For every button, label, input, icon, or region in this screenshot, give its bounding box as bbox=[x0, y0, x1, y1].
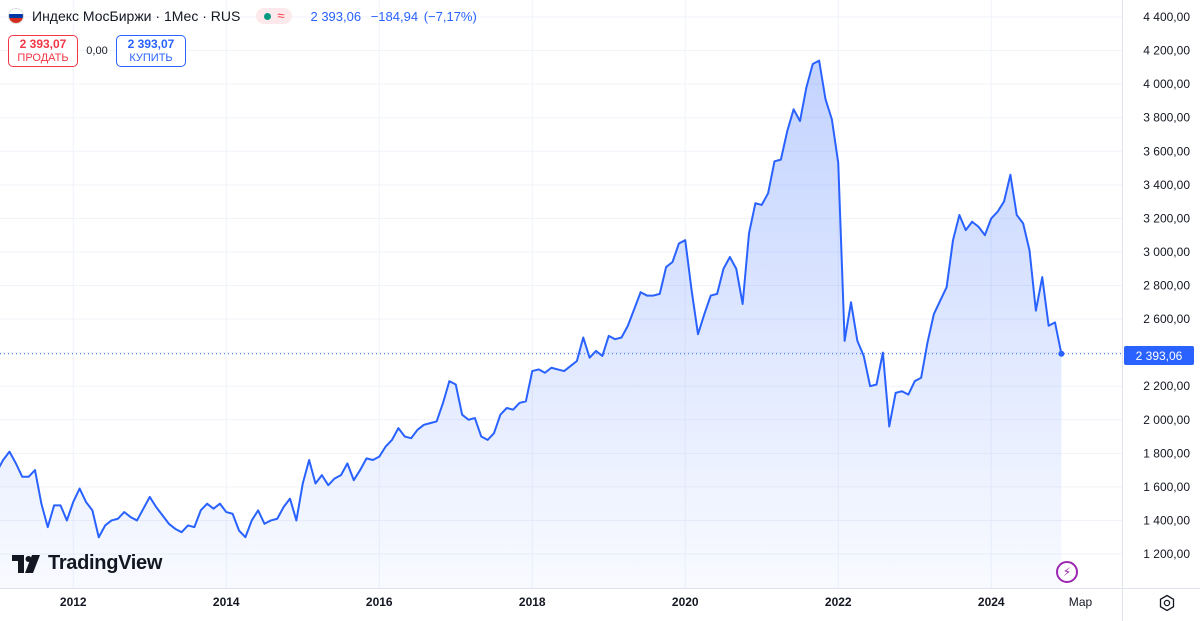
y-tick-label: 4 200,00 bbox=[1143, 44, 1190, 58]
y-tick-label: 3 000,00 bbox=[1143, 245, 1190, 259]
y-tick-label: 3 800,00 bbox=[1143, 111, 1190, 125]
y-tick-label: 1 800,00 bbox=[1143, 446, 1190, 460]
spread-value: 0,00 bbox=[86, 45, 108, 57]
market-status-dot-icon bbox=[264, 12, 272, 20]
series-line bbox=[0, 59, 1063, 539]
logo-text: TradingView bbox=[48, 552, 163, 574]
approximate-icon: ≈ bbox=[277, 8, 285, 23]
x-tick-label: Мар bbox=[1069, 595, 1093, 609]
y-tick-label: 1 400,00 bbox=[1143, 513, 1190, 527]
russia-flag-icon bbox=[8, 8, 24, 24]
buy-price: 2 393,07 bbox=[127, 37, 175, 51]
y-tick-label: 2 800,00 bbox=[1143, 279, 1190, 293]
x-tick-label: 2022 bbox=[825, 595, 852, 609]
x-tick-label: 2020 bbox=[672, 595, 699, 609]
change-value: −184,94 bbox=[370, 8, 419, 24]
x-tick-label: 2016 bbox=[366, 595, 393, 609]
x-tick-label: 2018 bbox=[519, 595, 546, 609]
y-tick-label: 2 200,00 bbox=[1143, 379, 1190, 393]
sell-button[interactable]: 2 393,07 ПРОДАТЬ bbox=[8, 35, 78, 67]
y-tick-label: 1 600,00 bbox=[1143, 480, 1190, 494]
last-price-dot bbox=[1058, 350, 1065, 357]
series-area bbox=[0, 60, 1062, 588]
y-tick-label: 3 600,00 bbox=[1143, 144, 1190, 158]
chart-legend: Индекс МосБиржи · 1Мес · RUS ≈ 2 393,06 … bbox=[8, 8, 477, 24]
y-tick-label: 4 400,00 bbox=[1143, 10, 1190, 24]
sell-price: 2 393,07 bbox=[19, 37, 67, 51]
last-price-label: 2 393,06 bbox=[1124, 346, 1194, 365]
gear-icon[interactable] bbox=[1158, 594, 1176, 612]
y-axis[interactable]: 1 200,00 1 400,00 1 600,00 1 800,00 2 000,00… bbox=[1122, 0, 1191, 621]
y-tick-label: 4 000,00 bbox=[1143, 77, 1190, 91]
buy-button[interactable]: 2 393,07 КУПИТЬ bbox=[116, 35, 186, 67]
y-tick-label: 3 200,00 bbox=[1143, 211, 1190, 225]
tradingview-logo[interactable]: TradingView bbox=[12, 552, 162, 575]
y-tick-label: 1 200,00 bbox=[1143, 547, 1190, 561]
trade-panel: 2 393,07 ПРОДАТЬ 0,00 2 393,07 КУПИТЬ bbox=[8, 35, 186, 67]
sell-label: ПРОДАТЬ bbox=[17, 52, 69, 64]
ohlc-values: 2 393,06 −184,94 (−7,17%) bbox=[310, 9, 476, 24]
y-tick-label: 2 600,00 bbox=[1143, 312, 1190, 326]
change-percent: (−7,17%) bbox=[423, 8, 477, 24]
symbol-title[interactable]: Индекс МосБиржи · 1Мес · RUS bbox=[32, 8, 241, 24]
y-tick-label: 3 400,00 bbox=[1143, 178, 1190, 192]
lightning-icon[interactable]: ⚡ bbox=[1056, 561, 1078, 583]
tradingview-logo-icon bbox=[12, 554, 40, 573]
x-tick-label: 2012 bbox=[60, 595, 87, 609]
x-axis[interactable]: 2012 2014 2016 2018 2020 2022 2024 Мар bbox=[0, 588, 1200, 610]
last-value: 2 393,06 bbox=[310, 8, 362, 24]
y-tick-label: 2 000,00 bbox=[1143, 413, 1190, 427]
x-tick-label: 2014 bbox=[213, 595, 240, 609]
buy-label: КУПИТЬ bbox=[129, 52, 173, 64]
market-status-badge[interactable]: ≈ bbox=[256, 8, 293, 24]
x-tick-label: 2024 bbox=[978, 595, 1005, 609]
